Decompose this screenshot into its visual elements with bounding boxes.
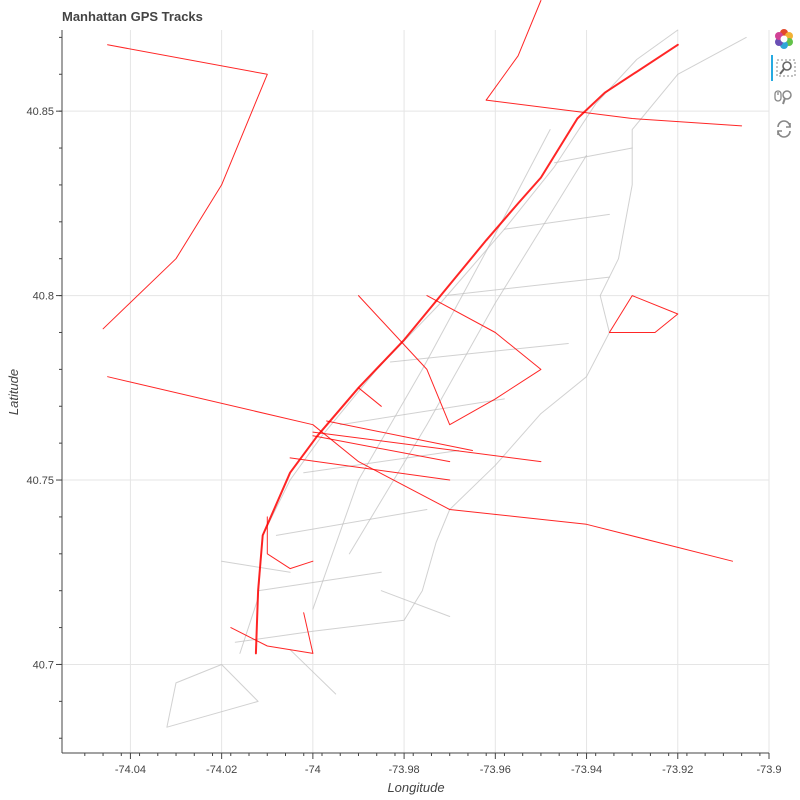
street-line xyxy=(444,276,610,297)
gps-track-line xyxy=(326,420,473,451)
x-axis-label: Longitude xyxy=(387,780,444,795)
y-tick-label: 40.7 xyxy=(33,659,54,671)
x-tick-label: -73.94 xyxy=(571,764,602,776)
y-axis-label: Latitude xyxy=(6,369,21,415)
track-layer xyxy=(102,0,747,728)
y-tick-label: 40.75 xyxy=(26,475,54,487)
street-line xyxy=(339,398,505,426)
street-line xyxy=(289,649,337,695)
x-tick-label: -74.04 xyxy=(115,764,146,776)
gps-track-line xyxy=(312,431,542,463)
gps-track-line xyxy=(358,295,542,426)
street-line xyxy=(348,154,587,555)
gps-track-line xyxy=(485,0,542,101)
street-series xyxy=(166,29,747,728)
gps-track-line xyxy=(289,457,451,481)
street-line xyxy=(234,36,747,643)
wheel-zoom-button[interactable] xyxy=(771,85,799,111)
gps-track-line xyxy=(358,387,382,407)
street-line xyxy=(389,343,569,363)
y-tick-label: 40.8 xyxy=(33,291,54,303)
y-tick-label: 40.85 xyxy=(26,106,54,118)
street-line xyxy=(312,129,551,610)
box-zoom-button[interactable] xyxy=(771,55,800,81)
box-zoom-icon xyxy=(776,59,796,77)
bokeh-logo-icon[interactable] xyxy=(771,26,799,52)
gps-track-line xyxy=(107,376,733,562)
street-line xyxy=(239,29,679,654)
y-axis-ticks: 40.7 40.75 40.8 40.85 xyxy=(26,36,62,739)
x-tick-label: -73.96 xyxy=(480,764,511,776)
chart-title: Manhattan GPS Tracks xyxy=(62,9,203,24)
street-line xyxy=(275,509,428,536)
gps-track-line xyxy=(312,435,451,463)
gps-track-series xyxy=(102,0,743,655)
wheel-zoom-icon xyxy=(774,90,792,105)
axes xyxy=(61,30,769,754)
gps-track-line xyxy=(266,516,314,570)
gps-track-line xyxy=(608,295,679,333)
reset-button[interactable] xyxy=(771,116,799,142)
x-tick-label: -73.98 xyxy=(388,764,419,776)
x-tick-label: -73.92 xyxy=(662,764,693,776)
reset-icon xyxy=(777,120,791,138)
x-axis-ticks: -74.04 -74.02 -74 -73.98 -73.96 -73.94 -73.92 -… xyxy=(84,753,782,776)
street-line xyxy=(166,664,259,728)
street-line xyxy=(503,213,610,230)
street-line xyxy=(554,147,633,164)
x-tick-label: -74.02 xyxy=(206,764,237,776)
gps-track-line xyxy=(485,99,743,127)
street-line xyxy=(380,590,451,617)
street-line xyxy=(257,571,382,592)
gps-track-line xyxy=(102,44,268,330)
gps-track-line xyxy=(254,43,679,655)
x-tick-label: -73.9 xyxy=(756,764,781,776)
street-line xyxy=(303,450,460,474)
gps-track-line xyxy=(230,612,314,654)
grid xyxy=(62,30,770,753)
street-line xyxy=(221,560,291,573)
x-tick-label: -74 xyxy=(305,764,321,776)
